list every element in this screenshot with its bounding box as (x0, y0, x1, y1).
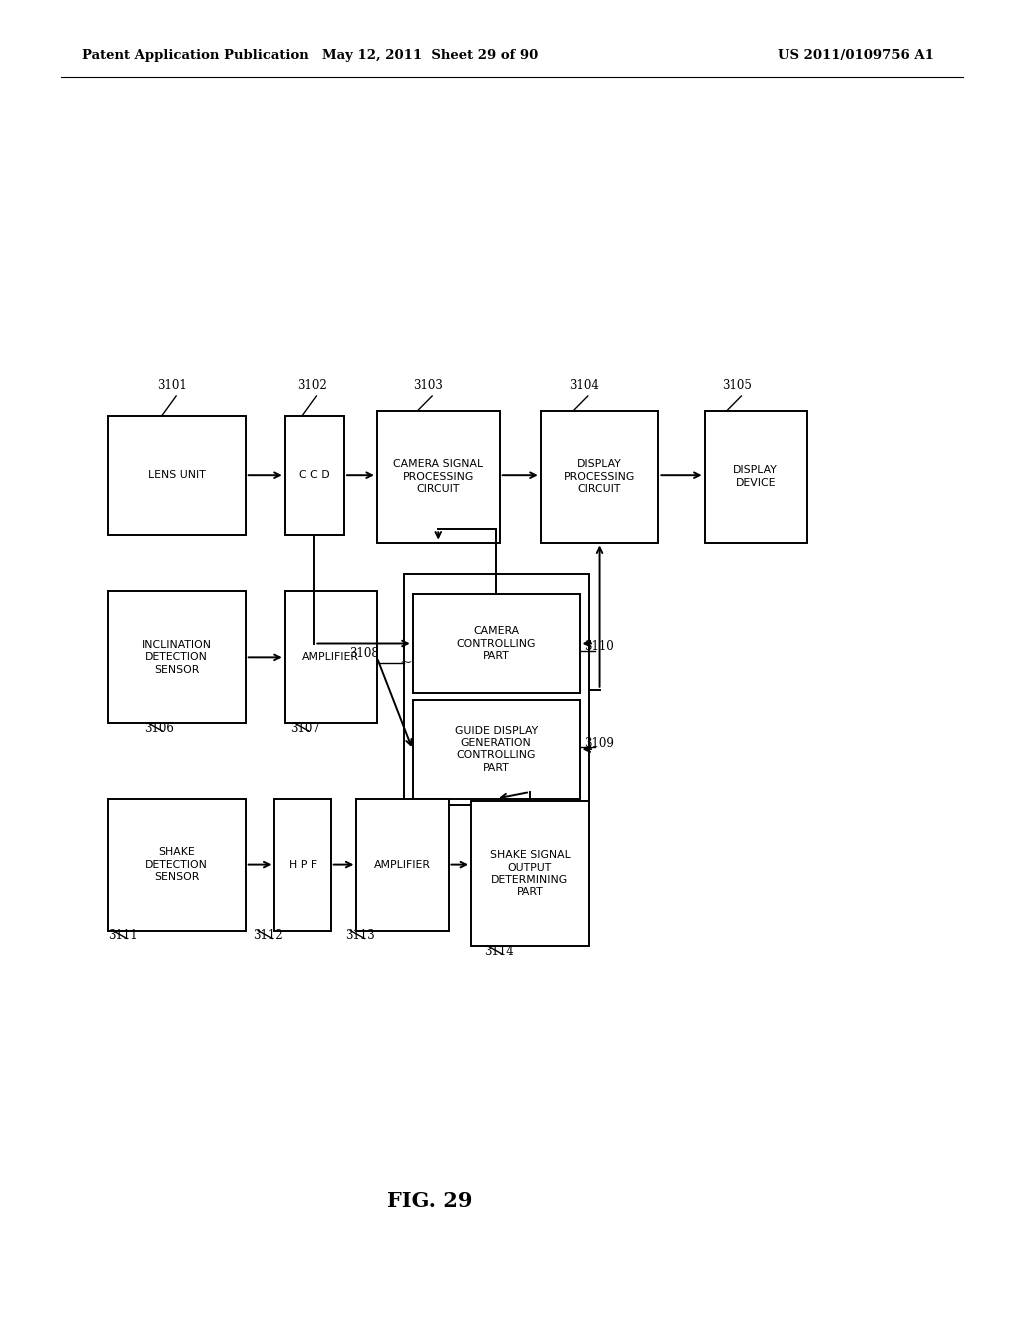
Text: AMPLIFIER: AMPLIFIER (374, 859, 431, 870)
Bar (108, 591, 246, 723)
Bar (108, 416, 246, 535)
Text: CAMERA
CONTROLLING
PART: CAMERA CONTROLLING PART (457, 626, 536, 661)
Bar (471, 801, 589, 946)
Text: 3107: 3107 (290, 722, 321, 735)
Text: DISPLAY
PROCESSING
CIRCUIT: DISPLAY PROCESSING CIRCUIT (564, 459, 635, 494)
Text: H P F: H P F (289, 859, 316, 870)
Bar (285, 416, 344, 535)
Text: 3102: 3102 (297, 379, 328, 392)
Text: 3103: 3103 (413, 379, 443, 392)
Bar (404, 574, 589, 805)
Text: 3114: 3114 (483, 945, 514, 958)
Text: GUIDE DISPLAY
GENERATION
CONTROLLING
PART: GUIDE DISPLAY GENERATION CONTROLLING PAR… (455, 726, 538, 772)
Text: INCLINATION
DETECTION
SENSOR: INCLINATION DETECTION SENSOR (141, 640, 212, 675)
Bar (541, 411, 658, 543)
Bar (108, 799, 246, 931)
Text: 3105: 3105 (722, 379, 753, 392)
Text: AMPLIFIER: AMPLIFIER (302, 652, 359, 663)
Bar (285, 591, 377, 723)
Bar (413, 700, 580, 799)
Text: 3104: 3104 (568, 379, 599, 392)
Text: DISPLAY
DEVICE: DISPLAY DEVICE (733, 466, 778, 487)
Text: SHAKE SIGNAL
OUTPUT
DETERMINING
PART: SHAKE SIGNAL OUTPUT DETERMINING PART (489, 850, 570, 898)
Text: SHAKE
DETECTION
SENSOR: SHAKE DETECTION SENSOR (145, 847, 208, 882)
Text: 3109: 3109 (584, 737, 614, 750)
Text: LENS UNIT: LENS UNIT (147, 470, 206, 480)
Text: 3112: 3112 (254, 929, 283, 942)
Bar (356, 799, 449, 931)
Text: Patent Application Publication: Patent Application Publication (82, 49, 308, 62)
Text: May 12, 2011  Sheet 29 of 90: May 12, 2011 Sheet 29 of 90 (322, 49, 539, 62)
Text: 3110: 3110 (584, 640, 614, 653)
Text: 3101: 3101 (157, 379, 187, 392)
Bar (377, 411, 500, 543)
Text: ~: ~ (399, 656, 412, 669)
Bar (413, 594, 580, 693)
Bar (274, 799, 331, 931)
Text: 3113: 3113 (345, 929, 376, 942)
Text: FIG. 29: FIG. 29 (387, 1191, 473, 1212)
Text: C C D: C C D (299, 470, 330, 480)
Text: CAMERA SIGNAL
PROCESSING
CIRCUIT: CAMERA SIGNAL PROCESSING CIRCUIT (393, 459, 483, 494)
Text: 3111: 3111 (109, 929, 137, 942)
Text: 3108: 3108 (348, 647, 379, 660)
Text: 3106: 3106 (143, 722, 174, 735)
Text: US 2011/0109756 A1: US 2011/0109756 A1 (778, 49, 934, 62)
Bar (705, 411, 807, 543)
